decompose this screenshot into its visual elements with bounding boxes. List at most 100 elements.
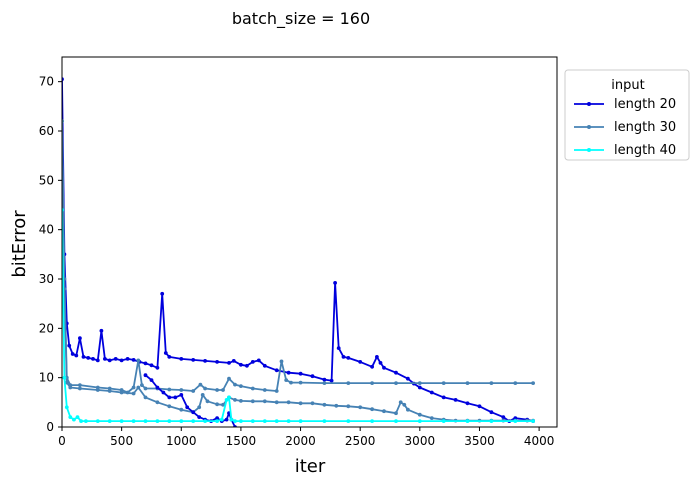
data-point [143,395,148,400]
legend-items: length 20 length 30 length 40 [574,97,676,158]
data-point [453,398,458,402]
data-point [417,385,422,390]
data-point [239,384,243,388]
legend-entry: length 30 [574,120,676,135]
x-tick-label: 500 [110,434,133,448]
data-point [336,346,341,350]
x-tick-label: 0 [58,434,66,448]
data-point [233,382,237,387]
data-point [68,415,73,419]
data-point [394,419,398,423]
data-point [382,365,386,370]
data-point [501,415,506,419]
legend-label: length 20 [614,97,676,112]
data-point [286,400,291,405]
data-point [329,378,334,383]
series-line [62,209,534,423]
y-tick-label: 50 [39,173,54,187]
legend-label: length 40 [614,143,676,158]
legend-marker [587,102,591,106]
data-point [75,415,80,419]
y-tick-label: 40 [39,223,54,237]
data-point [233,398,237,402]
data-point [219,417,224,422]
data-point [149,378,154,382]
data-point [229,417,234,422]
series-length-30-1 [62,119,535,395]
data-point [233,419,237,423]
data-point [81,355,86,359]
data-point [346,419,351,423]
data-point [113,357,118,361]
data-point [406,407,410,412]
data-point [197,405,202,410]
data-point [322,381,327,385]
data-point [107,389,112,393]
data-point [155,419,160,423]
data-point [155,400,160,405]
data-point [103,357,107,361]
x-tick-label: 2500 [345,434,376,448]
data-point [125,357,130,361]
data-point [84,419,88,423]
data-point [417,419,422,423]
data-point [197,415,202,419]
x-tick-label: 1500 [226,434,257,448]
data-point [477,404,482,409]
data-point [239,362,243,367]
axis-ticks: 0 500 1000 1500 2000 2500 3000 3500 4000 0 10 20 30 4… [39,75,555,448]
data-point [429,390,434,395]
data-point [179,419,184,423]
data-point [531,419,535,423]
data-point [465,419,470,423]
data-point [179,393,184,397]
chart-title: batch_size = 160 [232,9,370,29]
data-point [310,401,315,406]
data-point [274,389,279,393]
data-point [200,393,205,397]
y-tick-label: 70 [39,75,54,89]
data-point [250,419,255,423]
data-point [191,419,196,423]
data-point [298,371,303,376]
series-length-20-0 [62,77,535,423]
data-point [346,381,351,385]
data-point [86,356,91,360]
data-point [149,363,154,368]
data-point [417,412,422,417]
data-point [441,395,446,400]
data-point [72,417,76,422]
series-line [62,121,534,422]
data-point [358,360,363,364]
data-point [107,358,112,363]
data-point [221,402,225,407]
data-point [143,419,148,423]
data-point [346,404,351,409]
data-point [99,328,104,333]
data-point [160,291,165,296]
legend-entry: length 40 [574,143,676,158]
data-point [203,386,208,391]
data-point [136,358,141,363]
data-point [274,400,279,405]
legend-title: input [611,78,644,93]
data-point [79,419,83,423]
data-point [161,390,166,395]
data-point [227,395,231,400]
data-point [74,353,79,358]
data-point [289,380,293,385]
y-tick-label: 60 [39,124,54,138]
data-point [370,364,374,369]
data-point [394,381,398,385]
data-point [68,385,73,390]
data-point [95,358,100,363]
data-point [334,403,339,408]
data-point [250,360,255,364]
data-point [274,419,279,423]
data-point [298,419,303,423]
legend-entry: length 20 [574,97,676,112]
data-point [205,399,210,404]
data-point [179,357,184,361]
data-point [143,373,148,378]
